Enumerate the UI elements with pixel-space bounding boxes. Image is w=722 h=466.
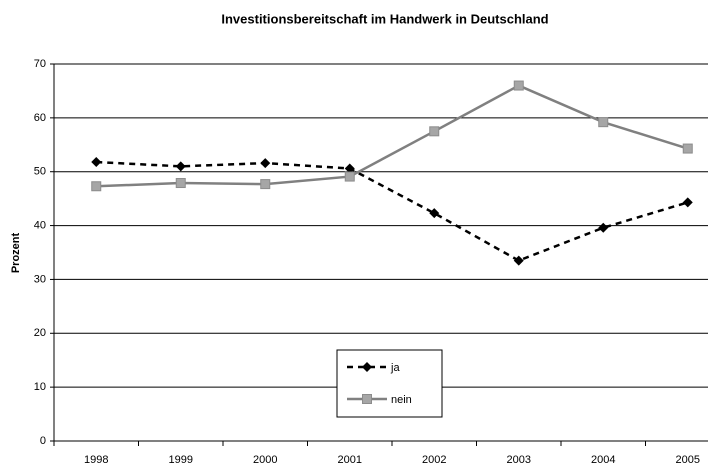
data-point (513, 80, 524, 91)
y-tick-label: 70 (34, 58, 46, 70)
y-axis-label: Prozent (10, 232, 22, 273)
data-point (260, 158, 271, 169)
data-point (682, 197, 693, 208)
y-tick-label: 60 (34, 112, 46, 124)
y-tick-label: 30 (34, 273, 46, 285)
data-point (429, 208, 440, 219)
legend-marker (362, 394, 372, 404)
y-tick-label: 10 (34, 381, 46, 393)
y-tick-label: 20 (34, 327, 46, 339)
x-tick-label: 1999 (169, 454, 193, 466)
data-point (598, 222, 609, 233)
y-tick-label: 40 (34, 219, 46, 231)
x-tick-label: 2001 (338, 454, 362, 466)
data-point (260, 179, 271, 190)
x-tick-label: 2000 (253, 454, 277, 466)
data-point (513, 255, 524, 266)
legend-box (336, 349, 443, 418)
x-tick-label: 2002 (422, 454, 446, 466)
series-line (96, 160, 689, 262)
legend-label: ja (390, 362, 400, 374)
y-tick-label: 50 (34, 166, 46, 178)
legend: ja nein (336, 349, 443, 418)
x-tick-label: 2003 (507, 454, 531, 466)
data-point (344, 163, 355, 174)
data-point (682, 143, 693, 154)
data-point (598, 117, 609, 128)
chart-title: Investitionsbereitschaft im Handwerk in … (221, 11, 548, 26)
legend-label: nein (391, 394, 412, 406)
series-line (96, 84, 689, 188)
data-point (429, 126, 440, 137)
x-tick-label: 2004 (591, 454, 615, 466)
data-point (175, 178, 186, 189)
data-point (344, 171, 355, 182)
x-tick-label: 1998 (84, 454, 108, 466)
data-point (175, 161, 186, 172)
legend-marker (362, 362, 372, 372)
data-point (91, 157, 102, 168)
y-tick-label: 0 (40, 435, 46, 447)
x-tick-label: 2005 (676, 454, 700, 466)
data-point (91, 181, 102, 192)
